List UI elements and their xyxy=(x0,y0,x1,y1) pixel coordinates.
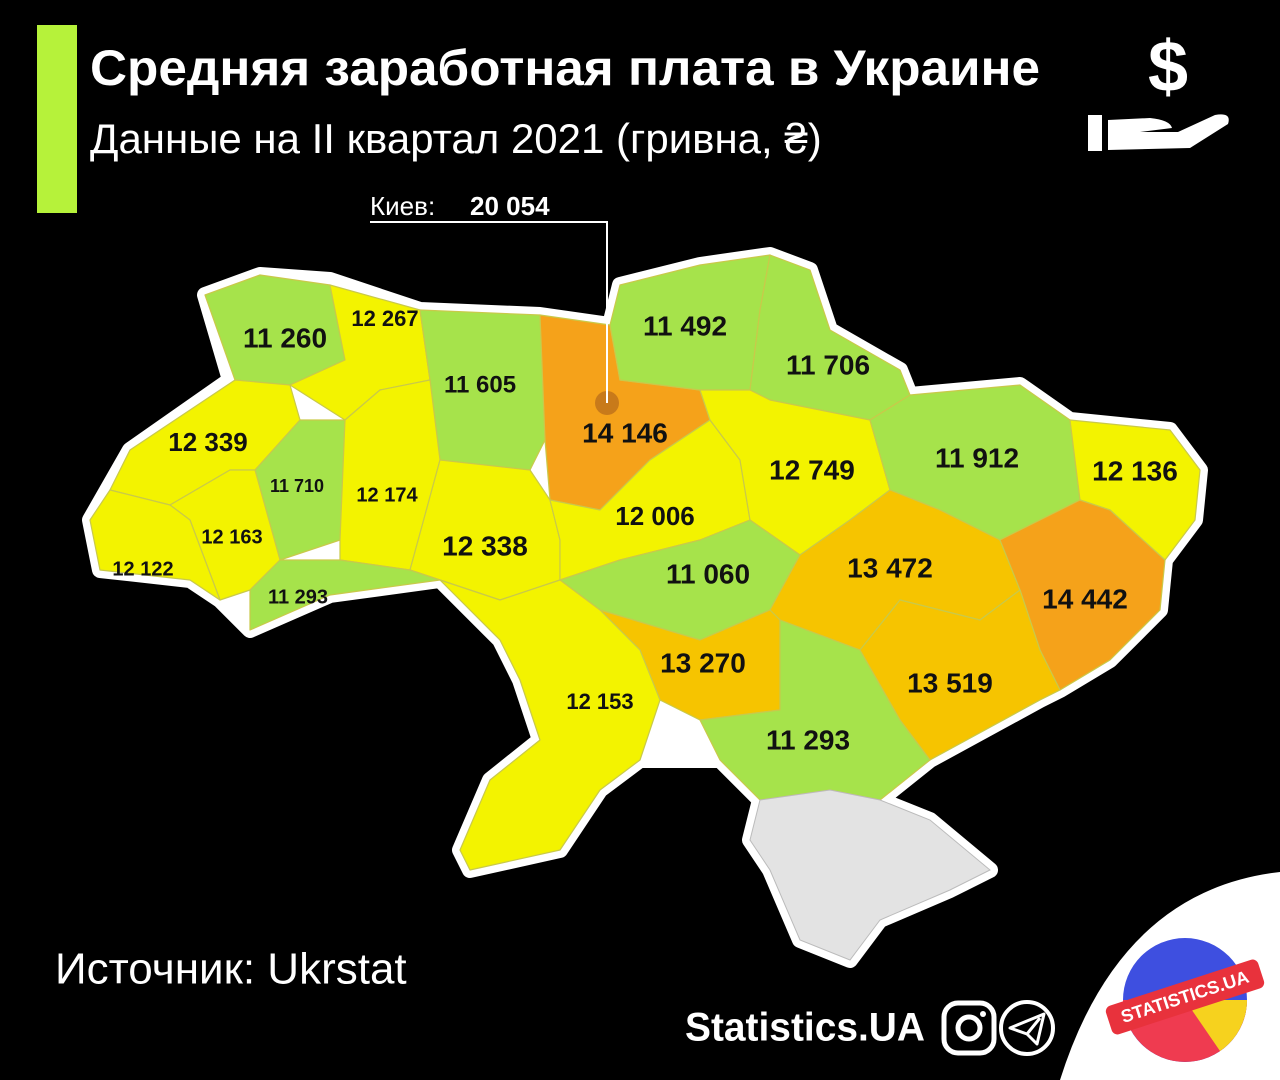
region-label: 14 442 xyxy=(1042,583,1128,614)
region-label: 12 749 xyxy=(769,454,855,485)
crimea xyxy=(749,789,991,961)
region-label: 11 605 xyxy=(444,371,516,398)
logo-slice xyxy=(1185,1000,1247,1051)
source: Источник: Ukrstat xyxy=(55,945,407,994)
region-label: 12 136 xyxy=(1092,455,1178,486)
region-label: 12 006 xyxy=(615,501,695,531)
region xyxy=(254,419,346,561)
instagram-icon[interactable] xyxy=(941,1000,997,1056)
logo: STATISTICS.UA xyxy=(1105,938,1265,1062)
instagram-frame[interactable] xyxy=(941,1000,997,1056)
region-label: 12 267 xyxy=(351,306,418,331)
region-label: 11 293 xyxy=(268,586,328,608)
title: Средняя заработная плата в Украине xyxy=(90,40,1040,96)
region xyxy=(249,559,441,631)
region-label: 11 060 xyxy=(666,558,750,589)
region-label: 13 270 xyxy=(660,647,746,678)
region-label: 13 472 xyxy=(847,552,933,583)
region-label: 13 519 xyxy=(907,667,993,698)
accent-bar xyxy=(37,25,77,213)
telegram-circle[interactable] xyxy=(999,1000,1055,1056)
region-label: 11 260 xyxy=(243,322,327,353)
kyiv-value: 20 054 xyxy=(470,191,550,221)
dollar-sign: $ xyxy=(1148,27,1188,107)
telegram-plane[interactable] xyxy=(1008,1012,1046,1046)
telegram-icon[interactable] xyxy=(999,1000,1055,1056)
hand-cuff xyxy=(1088,115,1102,151)
instagram-dot[interactable] xyxy=(980,1011,986,1017)
region-label: 12 122 xyxy=(112,558,173,580)
hand xyxy=(1108,114,1229,150)
brand: Statistics.UA xyxy=(685,1006,925,1050)
instagram-lens[interactable] xyxy=(955,1014,983,1042)
logo-banner xyxy=(1105,959,1265,1035)
region-label: 12 338 xyxy=(442,530,528,561)
region-label: 11 912 xyxy=(935,442,1019,473)
region xyxy=(89,489,221,601)
map: 11 260 12 267 11 605 14 146 11 492 11 70… xyxy=(82,191,1208,968)
region-label: 12 339 xyxy=(168,427,248,457)
region-label: 11 706 xyxy=(786,349,870,380)
kyiv-leader-line xyxy=(370,221,608,403)
region-label: 14 146 xyxy=(582,417,668,448)
region-label: 12 174 xyxy=(356,484,418,506)
region-label: 11 293 xyxy=(766,724,850,755)
region-label: 12 153 xyxy=(566,689,633,714)
kyiv-label: Киев: xyxy=(370,191,435,221)
region-label: 11 710 xyxy=(270,476,324,496)
region xyxy=(439,579,661,871)
money-icon: $ xyxy=(1088,27,1229,151)
subtitle: Данные на II квартал 2021 (гривна, ₴) xyxy=(90,115,822,162)
region-label: 12 163 xyxy=(201,526,262,548)
region-label: 11 492 xyxy=(643,310,727,341)
